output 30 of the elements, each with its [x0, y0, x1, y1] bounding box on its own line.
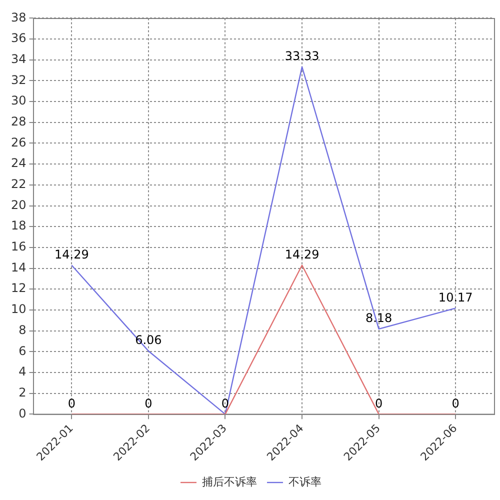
- y-tick-label: 32: [10, 72, 26, 87]
- y-tick-label: 24: [10, 156, 26, 170]
- y-tick-label: 38: [10, 10, 26, 24]
- y-tick-label: 10: [10, 302, 26, 316]
- y-tick-label: 30: [10, 94, 26, 108]
- y-tick-label: 14: [10, 260, 26, 274]
- data-label: 10.17: [438, 290, 473, 304]
- y-tick-label: 16: [10, 240, 26, 254]
- data-label: 0: [68, 396, 76, 410]
- y-tick-label: 36: [10, 31, 26, 46]
- y-tick-label: 6: [18, 344, 26, 358]
- data-label: 14.29: [54, 247, 89, 262]
- y-tick-label: 26: [10, 135, 26, 150]
- y-tick-label: 12: [10, 281, 26, 296]
- y-tick-label: 2: [18, 385, 26, 400]
- legend-label: 捕后不诉率: [202, 475, 257, 488]
- data-label: 0: [452, 396, 460, 410]
- data-label: 0: [374, 396, 383, 410]
- data-label: 14.29: [284, 247, 320, 262]
- y-tick-label: 22: [10, 177, 26, 192]
- data-label: 0: [144, 396, 152, 410]
- y-tick-label: 20: [10, 198, 26, 212]
- y-tick-label: 4: [18, 364, 26, 379]
- y-tick-label: 18: [10, 218, 26, 233]
- y-tick-label: 28: [10, 114, 26, 129]
- data-label: 33.33: [284, 48, 320, 63]
- y-tick-label: 34: [10, 52, 26, 66]
- y-tick-label: 0: [18, 406, 26, 420]
- y-tick-label: 8: [18, 322, 26, 337]
- legend-label: 不诉率: [288, 475, 322, 488]
